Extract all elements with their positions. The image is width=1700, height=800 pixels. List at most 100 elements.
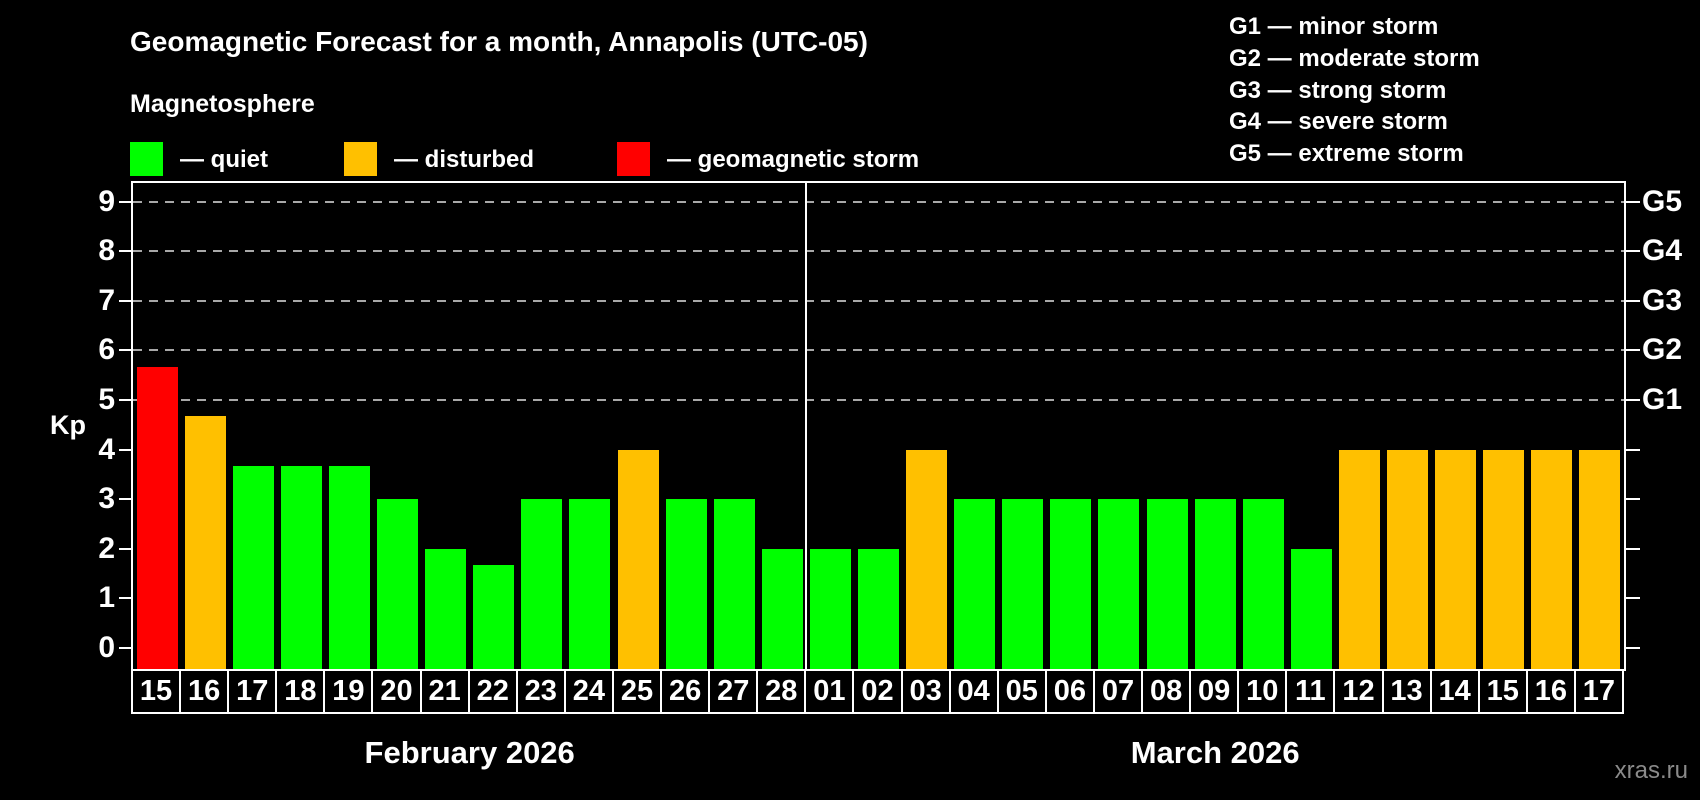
- legend-swatch-storm: [617, 142, 650, 176]
- legend-label-quiet: — quiet: [180, 146, 268, 173]
- kp-bar-march-11: [1290, 548, 1332, 669]
- g-scale-legend: G1 — minor storm G2 — moderate storm G3 — …: [1229, 11, 1480, 170]
- day-label-cell: 14: [1429, 669, 1480, 714]
- day-label-cell: 20: [371, 669, 422, 714]
- day-label-cell: 11: [1285, 669, 1336, 714]
- day-label-cell: 15: [1477, 669, 1528, 714]
- kp-bar-march-12: [1338, 449, 1380, 669]
- kp-bar-february-19: [328, 465, 370, 669]
- month-label-february: February 2026: [364, 735, 575, 770]
- kp-bar-march-01: [809, 548, 851, 669]
- page-title: Geomagnetic Forecast for a month, Annapo…: [130, 26, 868, 57]
- magnetosphere-label: Magnetosphere: [130, 90, 315, 118]
- day-label-cell: 17: [227, 669, 278, 714]
- left-tick-1: [119, 597, 133, 600]
- kp-bar-march-10: [1242, 499, 1284, 669]
- y-axis-label-4: 4: [98, 432, 115, 466]
- gridline-kp-5: [133, 399, 1624, 401]
- kp-bar-march-07: [1098, 499, 1140, 669]
- day-label-cell: 13: [1381, 669, 1432, 714]
- gridline-kp-7: [133, 299, 1624, 302]
- day-label-cell: 18: [275, 669, 326, 714]
- kp-bar-march-16: [1531, 449, 1573, 669]
- kp-bar-february-15: [136, 366, 178, 669]
- month-separator-line: [805, 183, 808, 669]
- day-label-row: 15 16 17 18 19 20 21 22 23 24 25 26 27 28 01 02 03 04 05 06…: [131, 669, 1626, 714]
- left-tick-9: [119, 200, 133, 203]
- legend-label-disturbed: — disturbed: [394, 146, 535, 173]
- kp-bar-march-15: [1483, 449, 1525, 669]
- gridline-kp-8: [133, 250, 1624, 253]
- right-tick-3: [1624, 498, 1640, 501]
- right-axis-label-G1: G1: [1642, 383, 1683, 416]
- right-tick-8: [1624, 250, 1640, 253]
- day-label-cell: 19: [323, 669, 374, 714]
- kp-bar-february-16: [184, 416, 226, 669]
- kp-bar-march-13: [1387, 449, 1429, 669]
- y-axis-label-8: 8: [98, 234, 115, 268]
- kp-bar-march-04: [954, 499, 996, 669]
- day-label-cell: 07: [1092, 669, 1144, 714]
- watermark: xras.ru: [1614, 757, 1688, 784]
- day-label-cell: 02: [852, 669, 903, 714]
- kp-bar-february-21: [425, 548, 467, 669]
- right-axis-label-G3: G3: [1642, 283, 1683, 317]
- right-axis-label-G2: G2: [1642, 333, 1683, 367]
- left-tick-7: [119, 299, 133, 302]
- gridline-kp-9: [133, 200, 1624, 203]
- y-axis-label-7: 7: [98, 283, 115, 317]
- kp-bar-march-06: [1050, 499, 1092, 669]
- day-label-cell: 23: [515, 669, 566, 714]
- kp-bar-february-28: [761, 548, 803, 669]
- day-label-cell: 25: [611, 669, 663, 714]
- day-label-cell: 09: [1189, 669, 1240, 714]
- legend-swatch-disturbed: [344, 142, 377, 176]
- y-axis-label-3: 3: [98, 482, 115, 516]
- kp-bar-february-24: [569, 499, 611, 669]
- kp-bar-march-03: [906, 449, 948, 669]
- y-axis-label-6: 6: [98, 333, 115, 367]
- day-label-cell: 26: [660, 669, 711, 714]
- right-tick-2: [1624, 547, 1640, 550]
- day-label-cell: 16: [1525, 669, 1576, 714]
- month-label-march: March 2026: [1130, 735, 1300, 770]
- right-tick-4: [1624, 448, 1640, 451]
- day-label-cell: 27: [708, 669, 759, 714]
- g-legend-line: G5 — extreme storm: [1229, 140, 1464, 168]
- y-axis-label-2: 2: [98, 531, 115, 565]
- left-tick-5: [119, 399, 133, 401]
- left-tick-8: [119, 250, 133, 253]
- right-axis-label-G4: G4: [1642, 234, 1683, 268]
- right-tick-1: [1624, 597, 1640, 600]
- kp-bar-february-26: [665, 499, 707, 669]
- day-label-cell: 08: [1141, 669, 1192, 714]
- kp-bar-february-23: [521, 499, 563, 669]
- day-label-cell: 15: [131, 669, 182, 714]
- y-axis-label-5: 5: [98, 383, 115, 416]
- right-tick-9: [1624, 200, 1640, 203]
- day-label-cell: 12: [1333, 669, 1384, 714]
- g-legend-line: G2 — moderate storm: [1229, 44, 1480, 72]
- left-tick-6: [119, 349, 133, 352]
- left-tick-0: [119, 647, 133, 649]
- day-label-cell: 16: [179, 669, 230, 714]
- day-label-cell: 05: [996, 669, 1047, 714]
- gridline-kp-6: [133, 349, 1624, 352]
- kp-bar-march-17: [1579, 449, 1621, 669]
- kp-bar-february-20: [377, 499, 419, 669]
- day-label-cell: 01: [804, 669, 855, 714]
- right-axis-label-G5: G5: [1642, 184, 1683, 218]
- right-tick-5: [1624, 399, 1640, 401]
- kp-bar-february-18: [280, 465, 322, 669]
- kp-bar-february-27: [713, 499, 755, 669]
- day-label-cell: 10: [1237, 669, 1288, 714]
- right-tick-7: [1624, 299, 1640, 302]
- kp-bar-march-09: [1194, 499, 1236, 669]
- day-label-cell: 17: [1573, 669, 1624, 714]
- left-tick-4: [119, 448, 133, 451]
- y-axis-title: Kp: [50, 410, 86, 440]
- g-legend-line: G1 — minor storm: [1229, 13, 1439, 40]
- day-label-cell: 21: [419, 669, 470, 714]
- day-label-cell: 04: [948, 669, 999, 714]
